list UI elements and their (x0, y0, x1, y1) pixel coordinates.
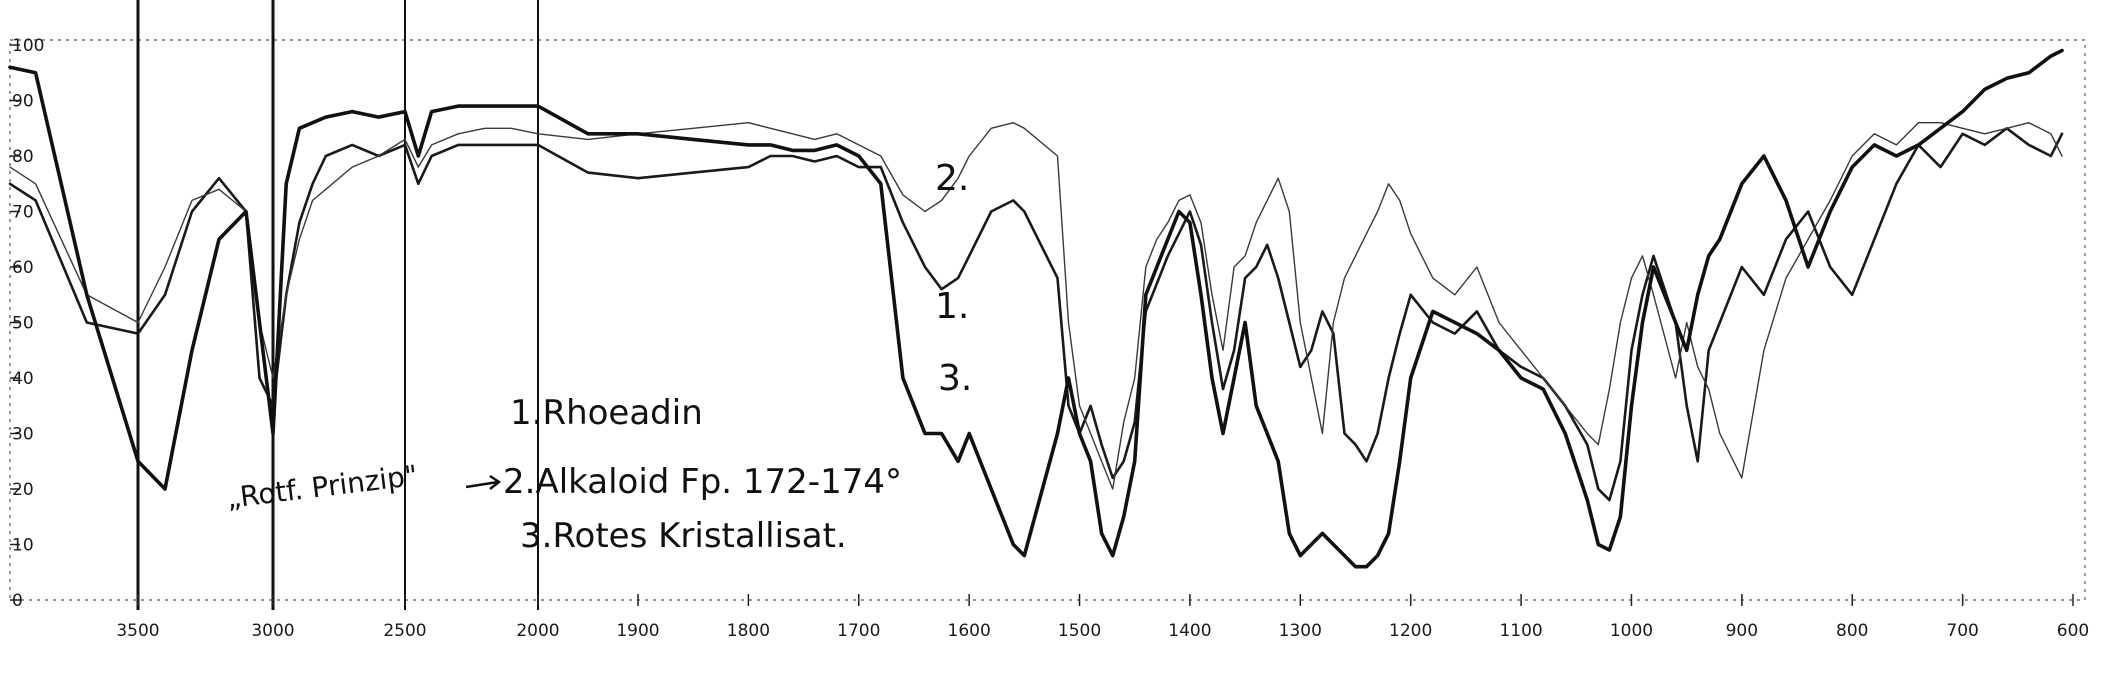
y-tick-label: 40 (12, 369, 34, 389)
legend-entry-2: 2.Alkaloid Fp. 172-174° (503, 462, 902, 502)
x-axis-ticks: 3500 3000 2500 2000 1900 1800 1700 1600 1500 1400… (116, 594, 2089, 641)
y-tick-label: 60 (12, 258, 34, 278)
x-tick-label: 600 (2057, 621, 2089, 641)
y-tick-label: 10 (12, 536, 34, 556)
x-tick-label: 700 (1946, 621, 1978, 641)
curve-label-2: 2. (935, 158, 969, 199)
x-tick-label: 1900 (616, 621, 659, 641)
x-tick-label: 1000 (1610, 621, 1653, 641)
x-tick-label: 1800 (727, 621, 770, 641)
legend-entry-1: 1.Rhoeadin (510, 393, 703, 433)
y-tick-label: 80 (12, 147, 34, 167)
reference-lines (136, 0, 539, 610)
x-tick-label: 1400 (1168, 621, 1211, 641)
x-tick-label: 1700 (837, 621, 880, 641)
plot-frame (9, 39, 2086, 601)
y-tick-label: 30 (12, 425, 34, 445)
x-tick-label: 2000 (516, 621, 559, 641)
arrow-icon (465, 474, 502, 490)
series-line-3 (8, 48, 2064, 569)
y-axis-ticks: 0 10 20 30 40 50 60 70 80 90 100 (10, 36, 44, 611)
x-tick-label: 3500 (116, 621, 159, 641)
x-tick-label: 3000 (251, 621, 294, 641)
x-tick-label: 1300 (1279, 621, 1322, 641)
x-tick-label: 1100 (1499, 621, 1542, 641)
curve-label-1: 1. (935, 286, 969, 327)
x-tick-label: 2500 (383, 621, 426, 641)
x-tick-label: 1600 (948, 621, 991, 641)
series-line-2 (9, 122, 2063, 490)
series-line-1 (8, 127, 2064, 502)
x-tick-label: 800 (1836, 621, 1868, 641)
y-tick-label: 20 (12, 480, 34, 500)
plot-border (9, 39, 2086, 601)
spectrum-series (8, 48, 2064, 569)
y-tick-label: 100 (12, 36, 44, 56)
x-tick-label: 1200 (1389, 621, 1432, 641)
x-tick-label: 1500 (1058, 621, 1101, 641)
legend-entry-3: 3.Rotes Kristallisat. (520, 516, 847, 556)
curve-label-3: 3. (938, 358, 972, 399)
y-tick-label: 90 (12, 92, 34, 112)
legend: 1.Rhoeadin „Rotf. Prinzip" 2.Alkaloid Fp… (225, 393, 902, 556)
y-tick-label: 50 (12, 314, 34, 334)
x-tick-label: 900 (1726, 621, 1758, 641)
y-tick-label: 0 (12, 591, 23, 611)
y-tick-label: 70 (12, 203, 34, 223)
